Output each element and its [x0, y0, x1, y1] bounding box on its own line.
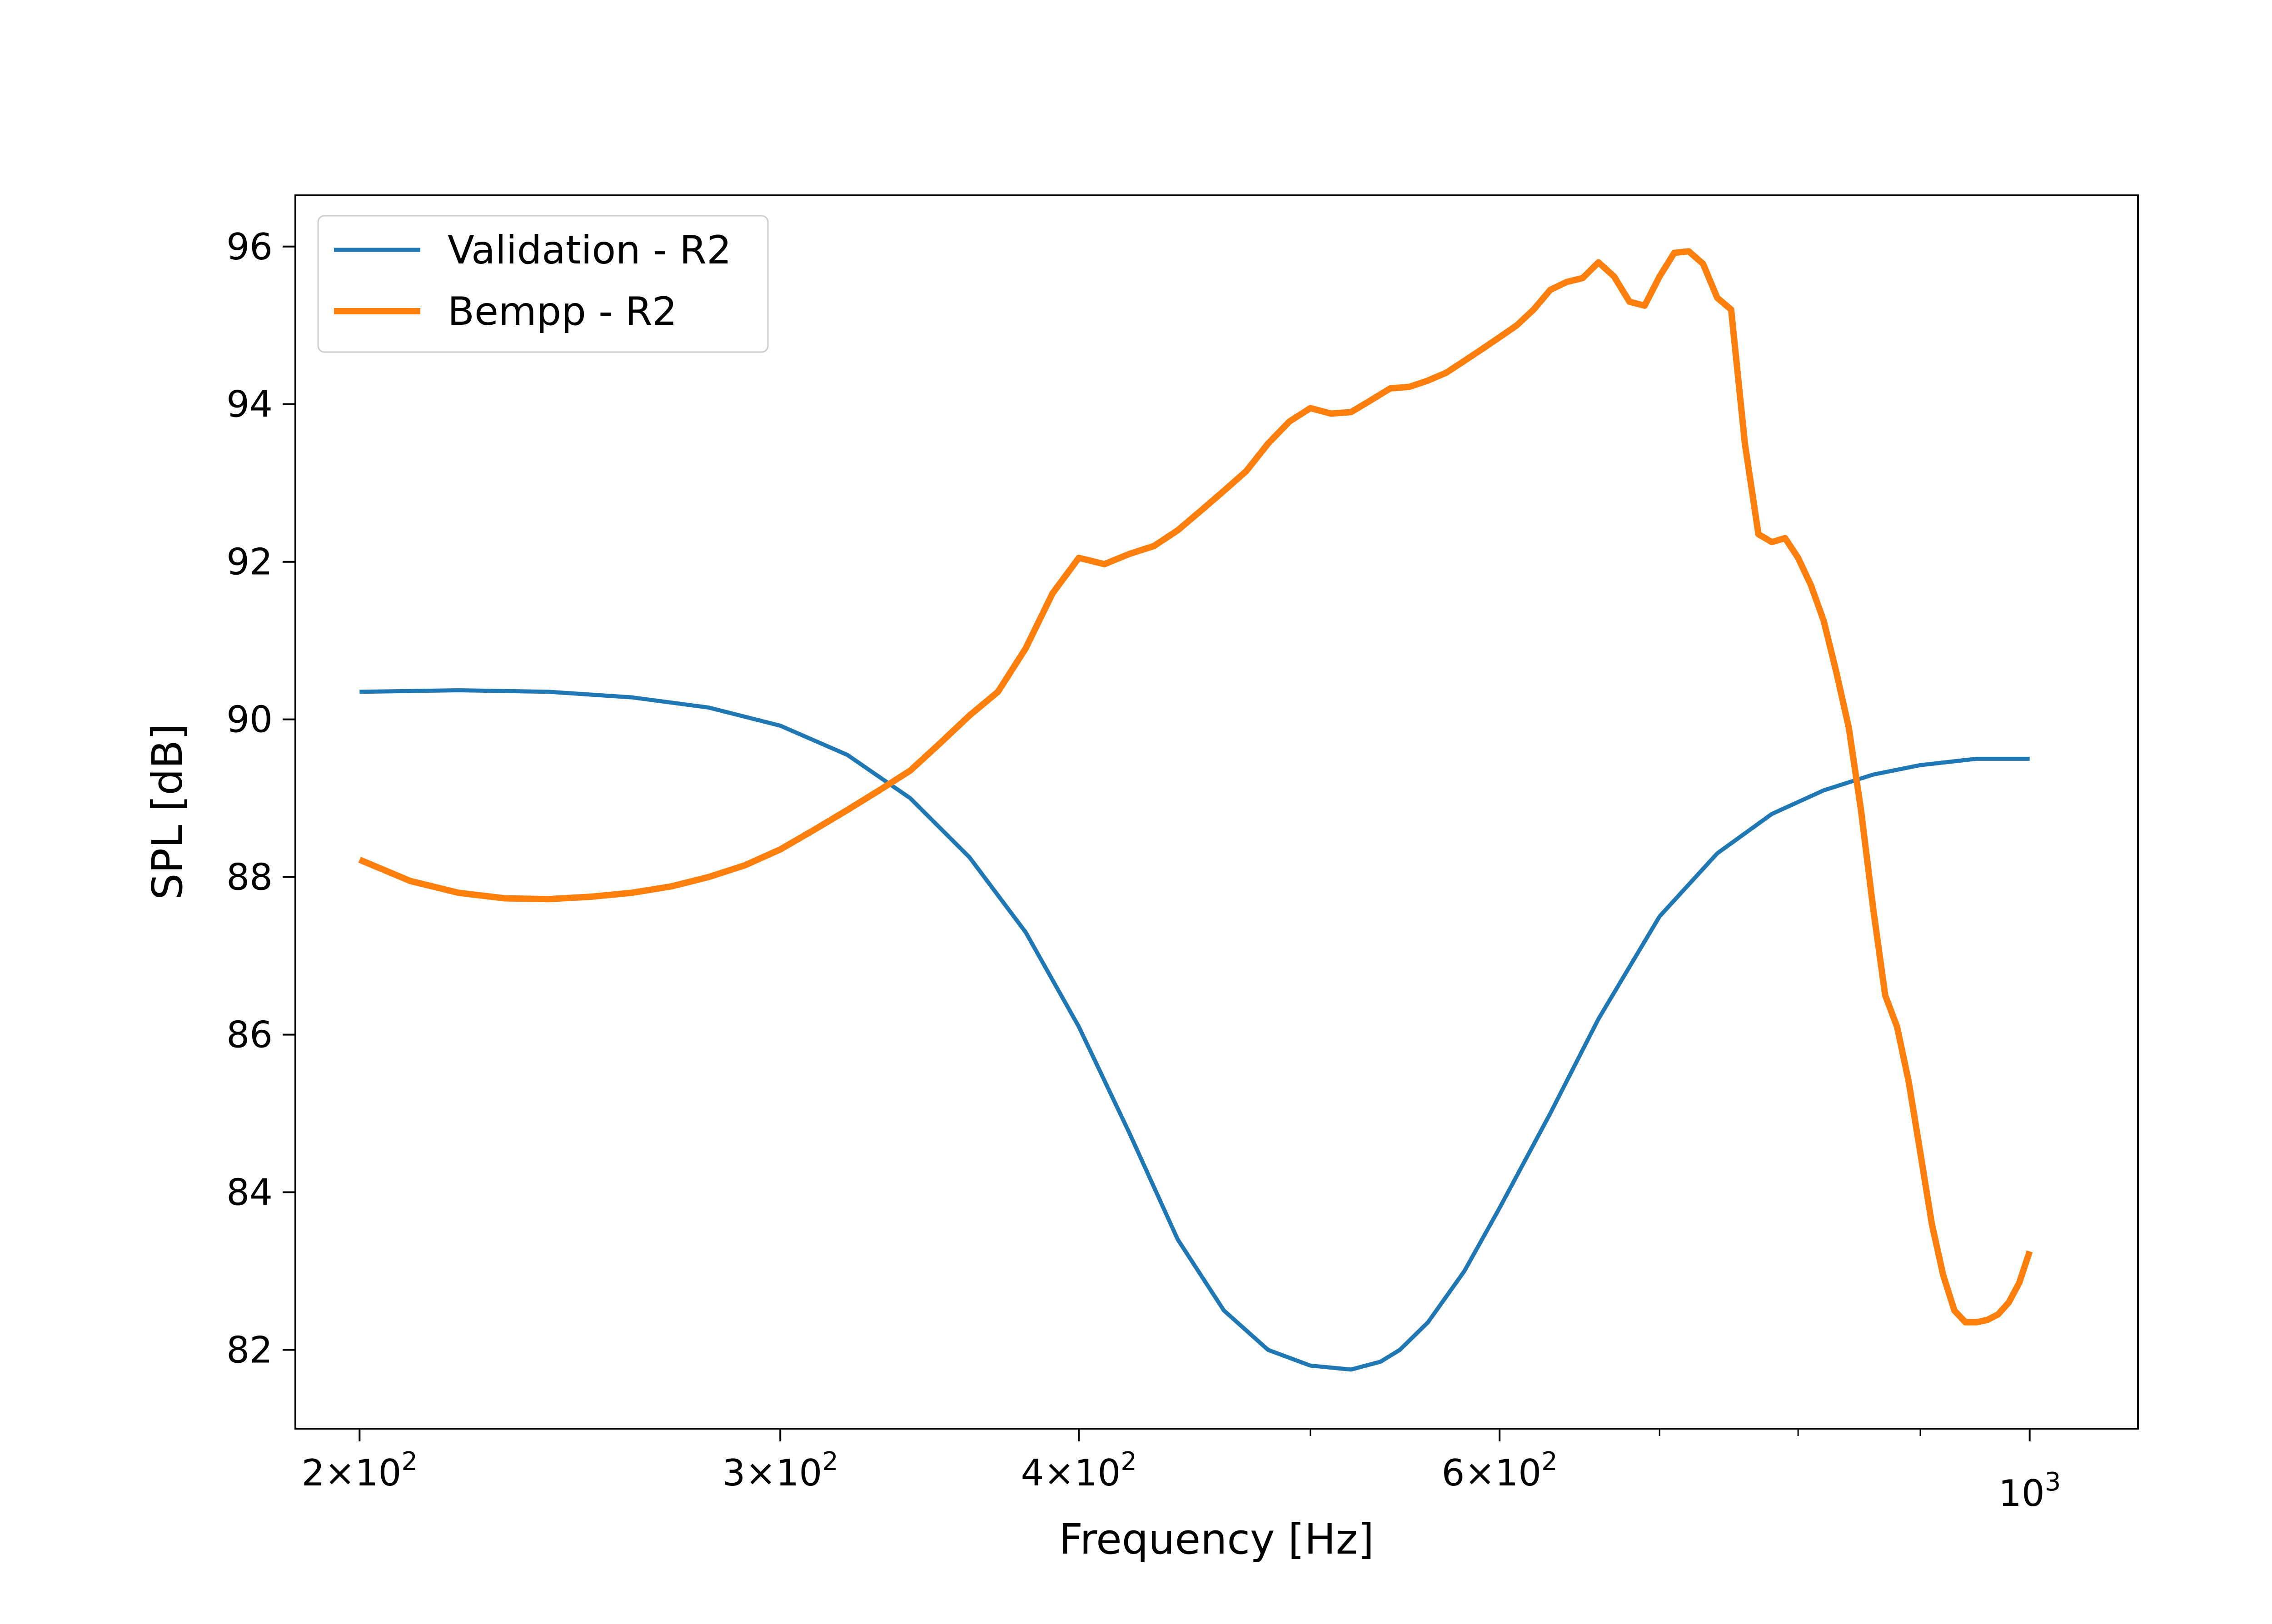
y-tick-label: 88 [226, 856, 273, 899]
legend-label-validation: Validation - R2 [448, 228, 732, 273]
y-tick-label: 86 [226, 1014, 273, 1056]
y-tick-label: 96 [226, 226, 273, 268]
series-line-validation [359, 688, 2030, 1372]
y-axis-label: SPL [dB] [143, 724, 192, 900]
plot-frame [294, 194, 2139, 1430]
legend: Validation - R2 Bempp - R2 [317, 215, 769, 353]
x-tick-label: 6×102 [1441, 1447, 1557, 1494]
y-tick-label: 90 [226, 699, 273, 741]
y-tick-label: 82 [226, 1329, 273, 1371]
x-tick-label: 2×102 [302, 1447, 418, 1494]
y-tick-label: 92 [226, 541, 273, 583]
y-axis-ticks: 82 84 86 88 90 92 94 96 [226, 226, 295, 1371]
x-axis-ticks: 2×102 3×102 4×102 6×102 103 [302, 1429, 2061, 1515]
x-tick-label: 3×102 [722, 1447, 838, 1494]
series-layer [358, 248, 2033, 1372]
legend-label-bempp: Bempp - R2 [448, 289, 677, 334]
x-tick-label: 4×102 [1021, 1447, 1137, 1494]
y-tick-label: 84 [226, 1172, 273, 1214]
legend-box [317, 215, 769, 353]
x-axis-label: Frequency [Hz] [1059, 1515, 1374, 1564]
series-line-bempp [358, 248, 2033, 1326]
y-tick-label: 94 [226, 383, 273, 426]
x-tick-label: 103 [1998, 1467, 2061, 1515]
